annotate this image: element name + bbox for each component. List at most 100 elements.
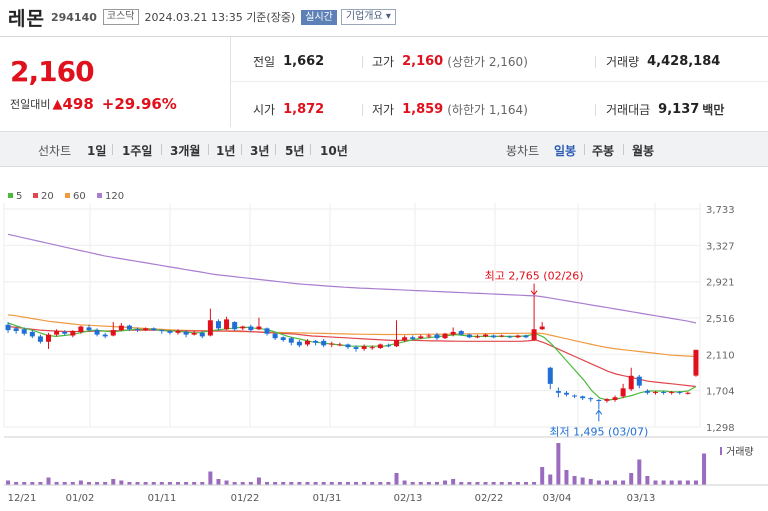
legend-swatch xyxy=(65,193,70,198)
low-annotation: 최저 1,495 (03/07) xyxy=(549,425,648,438)
tab-3y[interactable]: 3년 xyxy=(250,144,270,158)
candle-body xyxy=(272,333,278,339)
tab-daily[interactable]: 일봉 xyxy=(554,144,577,158)
volume-bar xyxy=(200,482,205,485)
candle-body xyxy=(345,344,351,348)
candlestick-chart: 5 20 60 120 3,733 3,327 2,921 2,516 2,110 1,704 1… xyxy=(3,191,768,504)
candle-body xyxy=(280,337,286,340)
volume-bar xyxy=(208,471,213,485)
candle-body xyxy=(37,336,43,342)
change-percent: +29.96% xyxy=(101,95,177,113)
volume-bar xyxy=(119,480,124,485)
candle-body xyxy=(563,392,569,395)
candle-body xyxy=(159,330,165,332)
line-chart-label: 선차트 xyxy=(38,144,72,158)
volume-bar xyxy=(345,482,350,485)
candles xyxy=(5,295,699,410)
candle-body xyxy=(13,328,19,332)
tab-1y[interactable]: 1년 xyxy=(216,144,236,158)
candle-body xyxy=(240,326,246,329)
x-tick-label: 01/31 xyxy=(313,493,342,504)
current-price: 2,160 xyxy=(10,55,95,88)
candle-body xyxy=(474,336,480,338)
candle-body xyxy=(458,331,464,335)
chart-grid xyxy=(3,203,768,438)
tab-monthly[interactable]: 월봉 xyxy=(632,144,655,158)
tab-weekly[interactable]: 주봉 xyxy=(592,144,615,158)
candle-body xyxy=(547,367,553,384)
x-tick-label: 02/22 xyxy=(475,493,504,504)
realtime-badge[interactable]: 실시간 xyxy=(301,9,337,25)
volume-bar xyxy=(70,482,75,485)
volume-bar xyxy=(637,459,642,485)
candle-body xyxy=(151,328,157,331)
stat-amount: 거래대금 9,137 백만 xyxy=(606,101,724,118)
volume-bar xyxy=(321,482,326,485)
candle-body xyxy=(555,391,561,393)
volume-bar xyxy=(402,480,407,485)
volume-bar xyxy=(167,482,172,485)
volume-bar xyxy=(613,480,618,485)
volume-bar xyxy=(329,482,334,485)
legend-label-120: 120 xyxy=(105,191,124,202)
volume-bar xyxy=(297,482,302,485)
stat-prev-close: 전일 1,662 xyxy=(253,53,324,70)
volume-bar xyxy=(54,482,59,485)
volume-bar xyxy=(232,482,237,485)
company-info-button[interactable]: 기업개요 ▾ xyxy=(340,9,396,25)
candle-body xyxy=(304,340,310,345)
tab-1w[interactable]: 1주일 xyxy=(122,144,153,158)
candle-body xyxy=(620,388,626,397)
volume-bar xyxy=(483,482,488,485)
x-tick-label: 03/04 xyxy=(543,493,572,504)
volume-bar xyxy=(693,480,698,485)
volume-bar xyxy=(354,482,359,485)
candle-body xyxy=(483,334,489,337)
candle-body xyxy=(652,391,658,393)
volume-bar xyxy=(588,479,593,485)
candle-body xyxy=(199,332,205,337)
tab-3m[interactable]: 3개월 xyxy=(170,144,201,158)
moving-averages xyxy=(7,233,697,401)
volume-bar xyxy=(38,482,43,485)
volume-bar xyxy=(184,482,189,485)
volume-bar xyxy=(524,482,528,485)
volume-bar xyxy=(176,482,180,485)
volume-bar xyxy=(418,482,423,485)
open-label: 시가 xyxy=(253,103,276,117)
ma60-line xyxy=(7,314,697,358)
x-tick-label: 01/11 xyxy=(148,493,177,504)
tab-10y[interactable]: 10년 xyxy=(320,144,348,158)
volume-bar xyxy=(572,476,577,485)
candle-body xyxy=(224,319,230,330)
stock-header: 레몬 294140 코스닥 2024.03.21 13:35 기준(장중) 실시… xyxy=(0,0,768,34)
volume-bars: 거래량 xyxy=(4,443,768,486)
candle-body xyxy=(515,335,521,338)
candle-body xyxy=(572,395,578,397)
candle-body xyxy=(54,331,60,335)
change-label: 전일대비 xyxy=(10,98,51,111)
candle-body xyxy=(434,334,440,339)
divider xyxy=(208,144,209,155)
tab-5y[interactable]: 5년 xyxy=(285,144,305,158)
volume-bar xyxy=(224,480,229,485)
quote-summary: 2,160 전일대비 ▲ 498 +29.96% 전일 1,662 고가 2,1… xyxy=(0,36,768,127)
volume-bar xyxy=(507,482,512,485)
summary-divider xyxy=(231,81,768,82)
volume-bar xyxy=(540,467,545,485)
divider xyxy=(595,56,596,68)
candle-body xyxy=(135,329,141,331)
candle-body xyxy=(499,335,505,337)
candle-body xyxy=(78,326,84,332)
volume-bar xyxy=(78,480,83,485)
volume-bar xyxy=(556,443,561,485)
volume-value: 4,428,184 xyxy=(647,54,721,69)
low-label: 저가 xyxy=(372,103,395,117)
up-arrow-icon: ▲ xyxy=(52,96,63,112)
ma120-line xyxy=(7,233,697,324)
prev-close-label: 전일 xyxy=(253,55,276,69)
legend-swatch xyxy=(8,193,13,198)
candle-body xyxy=(636,376,642,386)
candle-body xyxy=(183,331,189,335)
tab-1d[interactable]: 1일 xyxy=(87,144,107,158)
